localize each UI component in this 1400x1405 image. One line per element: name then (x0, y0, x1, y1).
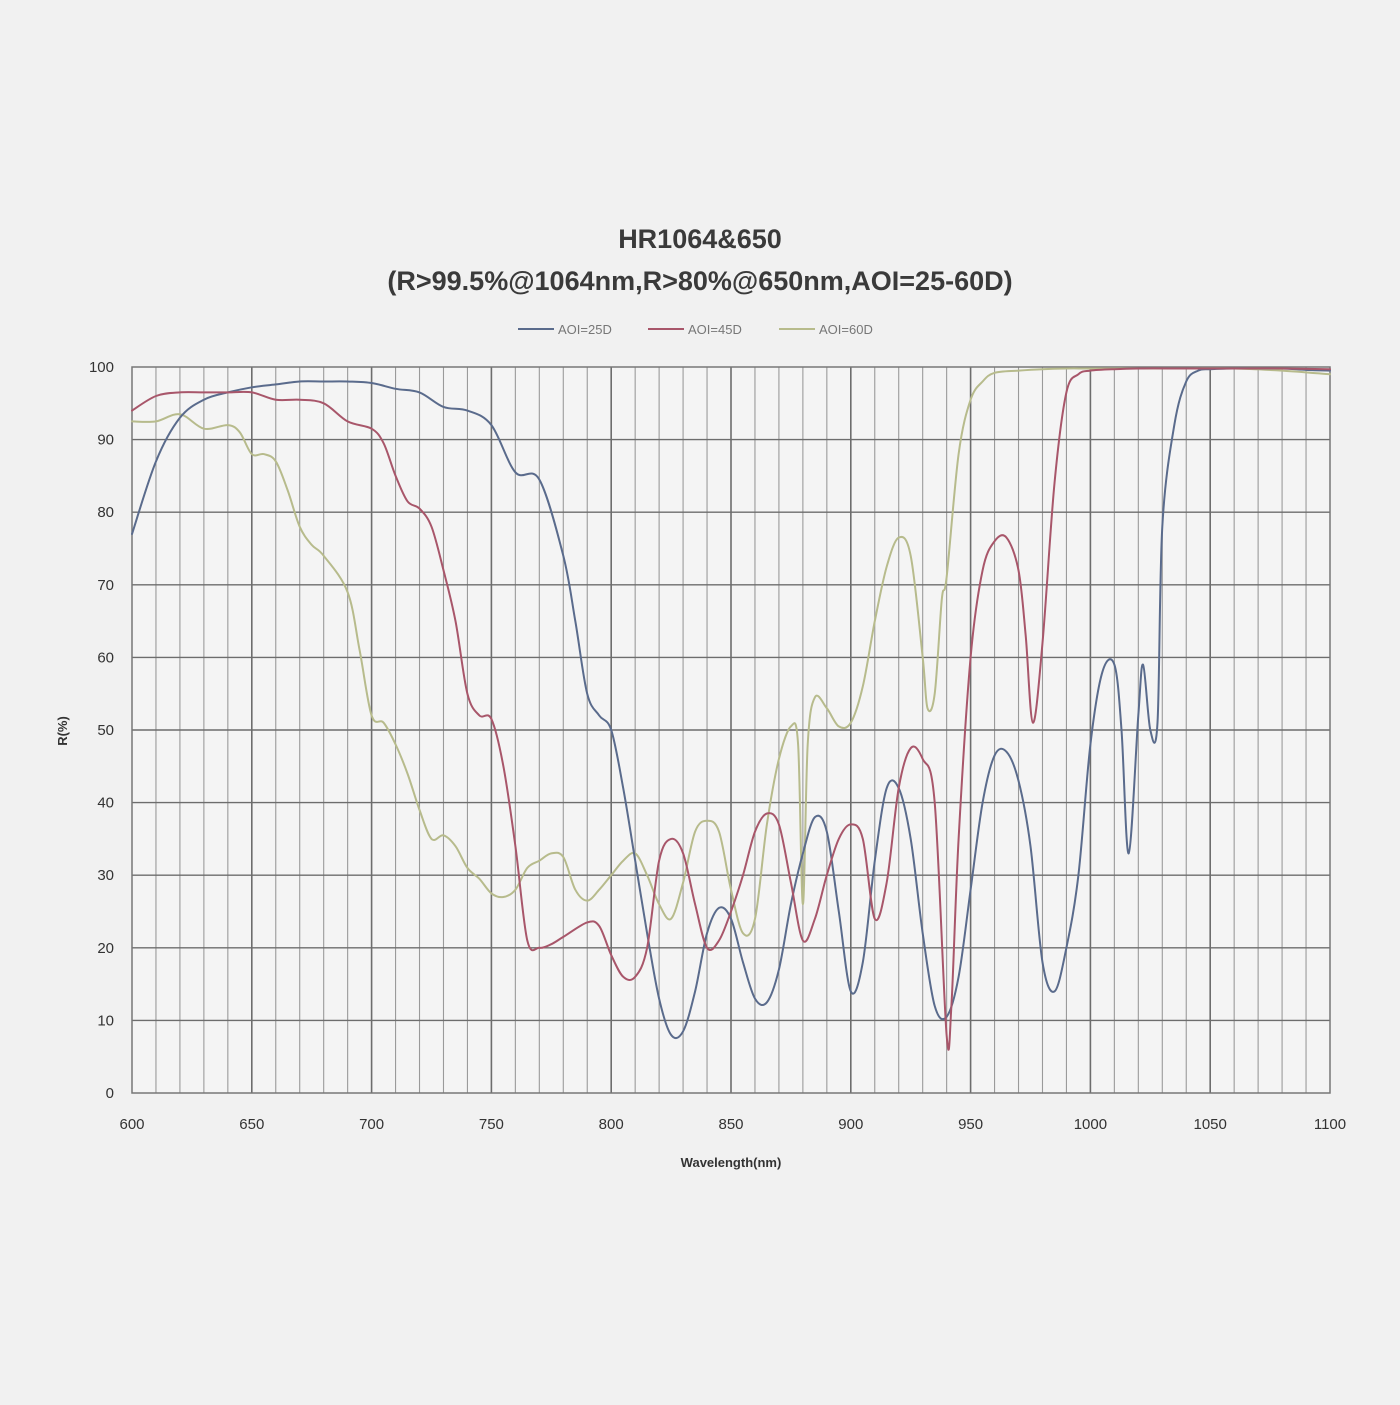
x-axis-title: Wavelength(nm) (681, 1155, 782, 1170)
legend-label: AOI=45D (688, 322, 742, 337)
x-tick-label: 850 (718, 1116, 743, 1133)
x-axis-ticks: 600 650 700 750 800 850 900 950 1000 1050 1100 (119, 1116, 1346, 1133)
y-axis-ticks: 0 10 20 30 40 50 60 70 80 90 100 (89, 359, 114, 1102)
y-tick-label: 40 (97, 795, 114, 812)
legend: AOI=25D AOI=45D AOI=60D (518, 322, 873, 337)
y-tick-label: 0 (106, 1085, 114, 1102)
x-tick-label: 1000 (1074, 1116, 1107, 1133)
y-tick-label: 30 (97, 867, 114, 884)
series-layer (131, 367, 1331, 1051)
y-tick-label: 70 (97, 577, 114, 594)
series-line-aoi-25d (131, 367, 1331, 1040)
x-tick-label: 1100 (1314, 1116, 1346, 1133)
series-line-aoi-45d (131, 367, 1331, 1051)
x-tick-label: 700 (359, 1116, 384, 1133)
legend-label: AOI=60D (819, 322, 873, 337)
y-tick-label: 50 (97, 722, 114, 739)
legend-item: AOI=25D (518, 322, 612, 337)
y-tick-label: 10 (97, 1012, 114, 1029)
chart-subtitle: (R>99.5%@1064nm,R>80%@650nm,AOI=25-60D) (387, 266, 1012, 296)
x-tick-label: 900 (838, 1116, 863, 1133)
y-tick-label: 60 (97, 649, 114, 666)
legend-item: AOI=45D (648, 322, 742, 337)
grid (132, 367, 1330, 1093)
y-axis-title: R(%) (55, 716, 70, 746)
legend-item: AOI=60D (779, 322, 873, 337)
x-tick-label: 1050 (1194, 1116, 1227, 1133)
y-tick-label: 80 (97, 504, 114, 521)
y-tick-label: 20 (97, 940, 114, 957)
y-tick-label: 90 (97, 432, 114, 449)
plot-border (131, 366, 1331, 1094)
x-tick-label: 650 (239, 1116, 264, 1133)
legend-label: AOI=25D (558, 322, 612, 337)
x-tick-label: 800 (599, 1116, 624, 1133)
x-tick-label: 950 (958, 1116, 983, 1133)
y-tick-label: 100 (89, 359, 114, 376)
chart-title: HR1064&650 (618, 224, 782, 254)
x-tick-label: 600 (119, 1116, 144, 1133)
x-tick-label: 750 (479, 1116, 504, 1133)
series-line-aoi-60d (131, 367, 1331, 937)
